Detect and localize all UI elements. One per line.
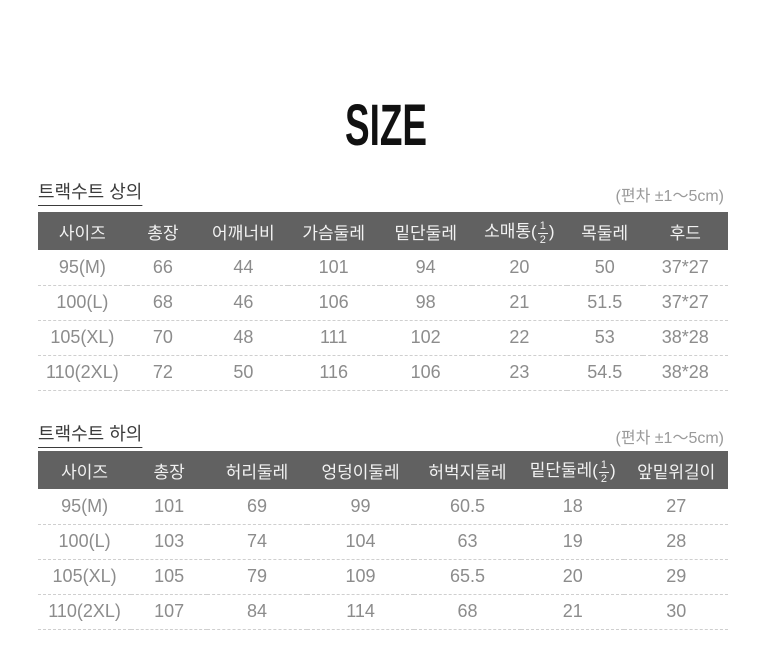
svg-text:SIZE: SIZE xyxy=(345,93,427,158)
